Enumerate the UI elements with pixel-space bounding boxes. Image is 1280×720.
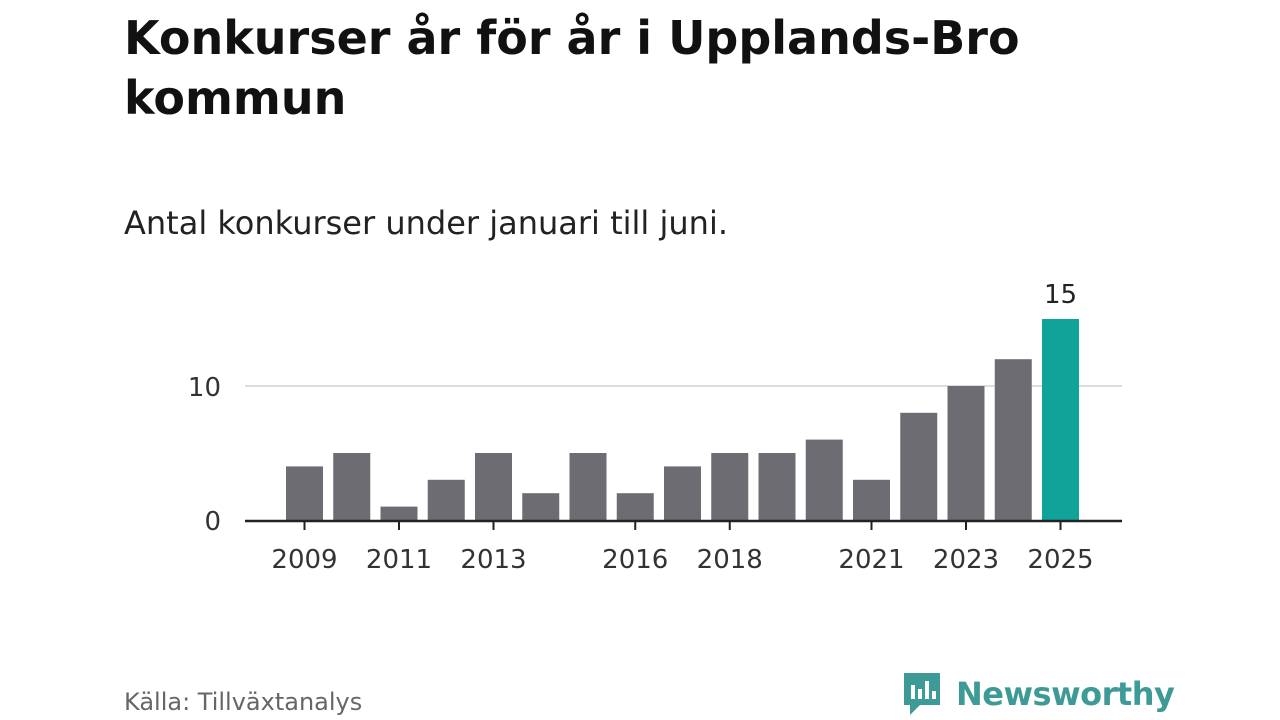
source-note: Källa: Tillväxtanalys (124, 688, 363, 716)
bar-2016 (616, 493, 654, 520)
label-layer: 0 10 2009 2011 2013 2016 2018 2021 2023 2025 15 (188, 280, 1094, 575)
bar-2014 (522, 493, 560, 520)
y-tick-label: 10 (188, 373, 221, 403)
brand-logo: Newsworthy (902, 670, 1175, 718)
bar-2017 (664, 466, 701, 520)
bar-2011 (380, 506, 418, 520)
x-tick-label: 2018 (697, 545, 763, 575)
bar-2025 (1042, 319, 1079, 520)
bar-2009 (286, 466, 323, 520)
bar-2012 (427, 479, 465, 520)
bar-2010 (333, 453, 371, 520)
x-tick-label: 2013 (460, 545, 526, 575)
bar-2020 (805, 439, 843, 520)
bar-2021 (853, 479, 890, 520)
x-tick-label: 2009 (271, 545, 337, 575)
chart-subtitle: Antal konkurser under januari till juni. (124, 204, 728, 242)
bar-2018 (711, 453, 749, 520)
bar-2023 (947, 386, 985, 520)
bar-chart: 0 10 2009 2011 2013 2016 2018 2021 2023 2025 15 (188, 280, 1122, 575)
newsworthy-logo-icon (904, 673, 940, 715)
bar-2015 (569, 453, 607, 520)
x-tick-label: 2011 (366, 545, 432, 575)
bar-2019 (758, 453, 796, 520)
chart-title: Konkurser år för år i Upplands-Bro kommu… (124, 11, 1020, 125)
data-label-2025: 15 (1044, 280, 1077, 310)
brand-name: Newsworthy (956, 675, 1175, 713)
bar-2024 (994, 359, 1032, 520)
bar-2013 (475, 453, 512, 520)
x-tick-label: 2016 (602, 545, 668, 575)
axis-layer (245, 519, 1122, 530)
bar-layer (286, 319, 1079, 520)
x-tick-label: 2021 (838, 545, 904, 575)
y-tick-label: 0 (204, 507, 221, 537)
x-tick-label: 2025 (1027, 545, 1093, 575)
bar-2022 (900, 412, 938, 520)
x-tick-label: 2023 (933, 545, 999, 575)
